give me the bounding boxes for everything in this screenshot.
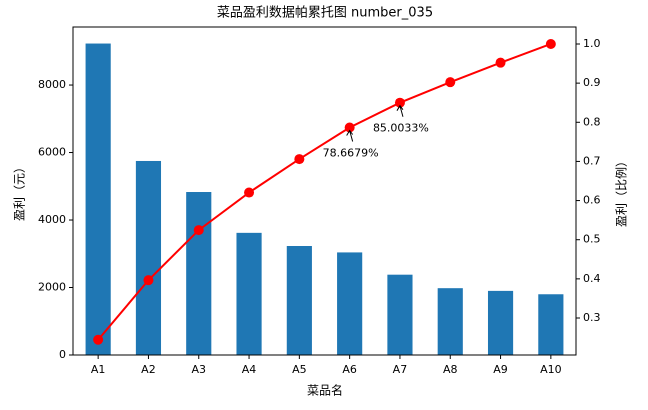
x-tick-label: A7 [393, 363, 408, 376]
point [545, 38, 556, 49]
y2-tick-label: 1.0 [583, 37, 601, 50]
chart-title: 菜品盈利数据帕累托图 number_035 [217, 6, 433, 21]
point [244, 187, 255, 198]
point [445, 77, 456, 88]
plot-frame [72, 26, 577, 356]
y2-tick-label: 0.3 [583, 311, 601, 324]
annotation-arrow [346, 129, 354, 142]
bar [437, 288, 463, 355]
y2-tick-label: 0.4 [583, 272, 601, 285]
x-tick-label: A10 [540, 363, 562, 376]
annotation: 78.6679% [323, 146, 379, 159]
point [394, 97, 405, 108]
point [344, 122, 355, 133]
bar [85, 43, 111, 356]
bar [186, 192, 212, 355]
bar [135, 160, 162, 355]
y2-tick-label: 0.6 [583, 194, 601, 207]
x-tick-label: A2 [141, 363, 156, 376]
bar [286, 246, 312, 355]
x-tick-label: A4 [242, 363, 257, 376]
x-tick-label: A1 [91, 363, 106, 376]
x-tick-label: A8 [443, 363, 458, 376]
y2-tick-label: 0.5 [583, 233, 601, 246]
y-tick-label: 8000 [38, 78, 66, 91]
x-tick-label: A5 [292, 363, 307, 376]
point [143, 275, 154, 286]
x-tick-label: A3 [191, 363, 206, 376]
y2-axis-label: 盈利（比例） [615, 155, 629, 227]
point [495, 57, 506, 68]
bar [337, 252, 363, 355]
x-axis-label: 菜品名 [307, 383, 343, 398]
point [93, 334, 104, 345]
y-tick-label: 4000 [38, 213, 66, 226]
bar [538, 294, 564, 355]
y2-tick-label: 0.8 [583, 115, 601, 128]
bar [236, 232, 262, 355]
y-tick-label: 2000 [38, 281, 66, 294]
y2-tick-label: 0.9 [583, 76, 601, 89]
annotation-arrow [396, 104, 404, 117]
annotation: 85.0033% [373, 122, 429, 135]
point [294, 154, 305, 165]
line [97, 43, 552, 341]
bar [487, 290, 514, 355]
x-tick-label: A6 [342, 363, 357, 376]
y2-tick-label: 0.7 [583, 154, 601, 167]
y-tick-label: 6000 [38, 146, 66, 159]
y-axis-label: 盈利（元） [13, 161, 27, 221]
y-tick-label: 0 [59, 348, 66, 361]
x-tick-label: A9 [493, 363, 508, 376]
bar [387, 274, 413, 355]
point [193, 225, 204, 236]
